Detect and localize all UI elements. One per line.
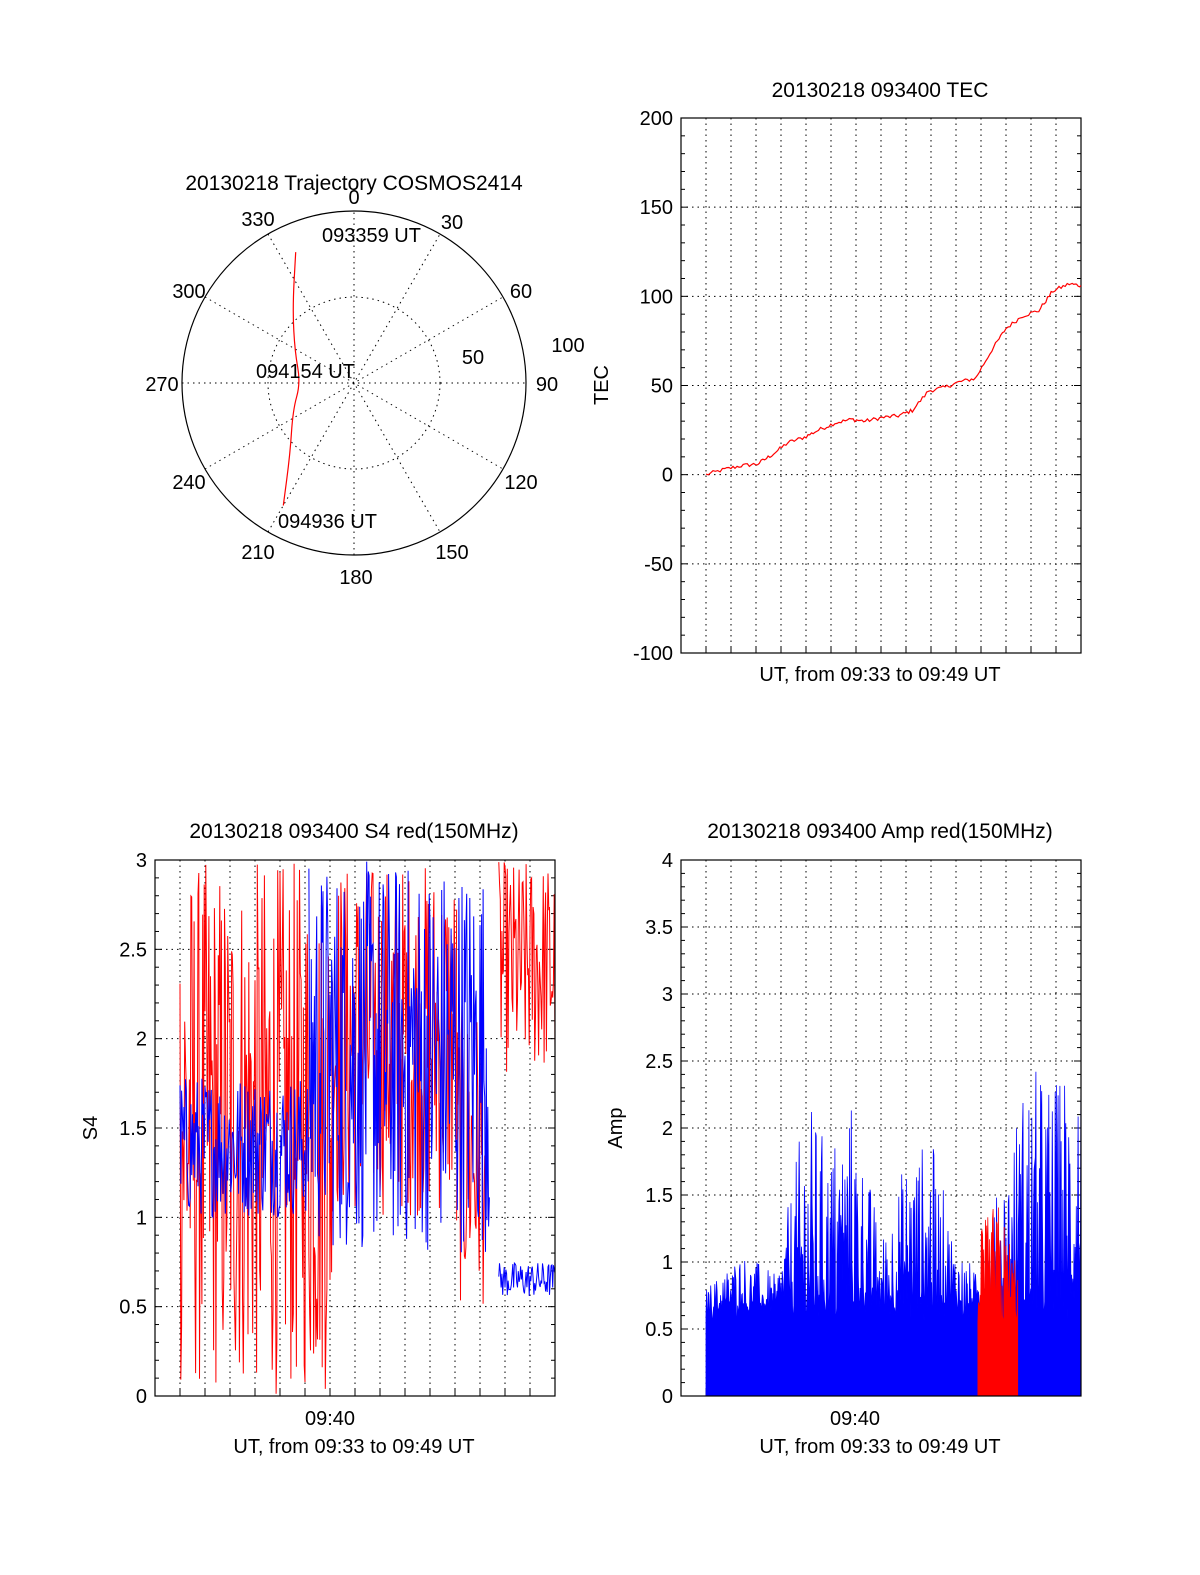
s4-series-segment <box>498 1261 556 1296</box>
s4-ytick-label: 1.5 <box>119 1118 147 1140</box>
s4-ytick-label: 0.5 <box>119 1297 147 1319</box>
s4-series-segment <box>179 863 333 1394</box>
amp-y-tick-labels: 4 3.5 3 2.5 2 1.5 1 0.5 0 <box>645 850 673 1408</box>
az-label-60: 60 <box>510 281 532 303</box>
az-label-210: 210 <box>241 542 274 564</box>
s4-series-segment <box>179 1078 310 1219</box>
amp-ytick-label: 0.5 <box>645 1319 673 1341</box>
amp-blue-series <box>705 1061 1082 1397</box>
tec-ytick-label: 0 <box>662 465 673 487</box>
polar-spoke-150 <box>267 233 441 533</box>
s4-plot-frame <box>154 859 556 1397</box>
tec-y-axis-label: TEC <box>591 365 613 405</box>
s4-x-axis-label: UT, from 09:33 to 09:49 UT <box>233 1436 474 1458</box>
amp-ytick-label: 2.5 <box>645 1051 673 1073</box>
amp-ytick-label: 1 <box>662 1252 673 1274</box>
az-label-180: 180 <box>339 567 372 589</box>
radial-label-50: 50 <box>462 347 484 369</box>
amp-ytick-label: 4 <box>662 850 673 872</box>
amp-series-area <box>705 1061 1082 1397</box>
polar-title: 20130218 Trajectory COSMOS2414 <box>185 172 523 195</box>
az-label-120: 120 <box>504 472 537 494</box>
az-label-150: 150 <box>435 542 468 564</box>
s4-ytick-label: 2 <box>136 1029 147 1051</box>
amp-title: 20130218 093400 Amp red(150MHz) <box>707 820 1053 843</box>
amp-panel: 20130218 093400 Amp red(150MHz) 4 3.5 3 2.5… <box>605 820 1082 1458</box>
s4-y-tick-labels: 3 2.5 2 1.5 1 0.5 0 <box>119 850 147 1408</box>
polar-spokes <box>182 211 526 555</box>
amp-plot-frame <box>680 859 1082 1397</box>
s4-title: 20130218 093400 S4 red(150MHz) <box>189 820 518 843</box>
amp-ytick-label: 3.5 <box>645 917 673 939</box>
az-label-90: 90 <box>536 374 558 396</box>
amp-ytick-label: 3 <box>662 984 673 1006</box>
tec-ytick-label: 200 <box>640 108 673 130</box>
trajectory-start-time: 093359 UT <box>322 225 421 247</box>
s4-series-segment <box>498 862 556 1072</box>
tec-panel: 20130218 093400 TEC 200150100500-50-100 … <box>591 79 1082 686</box>
tec-y-tick-labels: 200 150 100 50 0 -50 -100 <box>633 108 673 665</box>
polar-azimuth-labels: 0 30 60 90 120 150 180 210 240 270 300 3… <box>145 187 558 589</box>
amp-x-tick-label: 09:40 <box>830 1408 880 1430</box>
polar-panel: 20130218 Trajectory COSMOS2414 0 30 60 9… <box>145 172 584 589</box>
az-label-270: 270 <box>145 374 178 396</box>
amp-ytick-label: 2 <box>662 1118 673 1140</box>
az-label-330: 330 <box>241 209 274 231</box>
tec-x-axis-label: UT, from 09:33 to 09:49 UT <box>759 664 1000 686</box>
s4-ytick-label: 2.5 <box>119 939 147 961</box>
s4-panel: 20130218 093400 S4 red(150MHz) 3 2.5 2 1.5 1… <box>80 820 556 1458</box>
az-label-300: 300 <box>172 281 205 303</box>
tec-ytick-label: -100 <box>633 643 673 665</box>
s4-ytick-label: 0 <box>136 1386 147 1408</box>
trajectory-end-time: 094936 UT <box>278 511 377 533</box>
tec-grid <box>681 117 1081 654</box>
s4-ytick-label: 3 <box>136 850 147 872</box>
trajectory-mid-time: 094154 UT <box>256 361 355 383</box>
tec-ytick-label: 100 <box>640 286 673 308</box>
s4-y-axis-label: S4 <box>80 1116 102 1140</box>
polar-inner-ring <box>267 296 441 470</box>
s4-ytick-label: 1 <box>136 1207 147 1229</box>
tec-ytick-label: 50 <box>651 376 673 398</box>
tec-series-line <box>705 282 1082 476</box>
amp-x-axis-label: UT, from 09:33 to 09:49 UT <box>759 1436 1000 1458</box>
tec-ytick-label: -50 <box>644 554 673 576</box>
az-label-30: 30 <box>441 212 463 234</box>
s4-x-tick-label: 09:40 <box>305 1408 355 1430</box>
tec-ytick-label: 150 <box>640 197 673 219</box>
amp-y-axis-label: Amp <box>605 1107 627 1148</box>
az-label-240: 240 <box>172 472 205 494</box>
tec-plot-frame <box>680 117 1082 654</box>
s4-series-segment <box>308 861 490 1253</box>
az-label-0: 0 <box>348 187 359 209</box>
radial-label-100: 100 <box>551 335 584 357</box>
s4-blue-series <box>179 861 556 1296</box>
tec-title: 20130218 093400 TEC <box>772 79 989 102</box>
amp-ytick-label: 1.5 <box>645 1185 673 1207</box>
amp-red-series <box>977 1207 1019 1397</box>
trajectory-line <box>282 252 300 506</box>
amp-series-area <box>977 1207 1019 1397</box>
amp-ytick-label: 0 <box>662 1386 673 1408</box>
